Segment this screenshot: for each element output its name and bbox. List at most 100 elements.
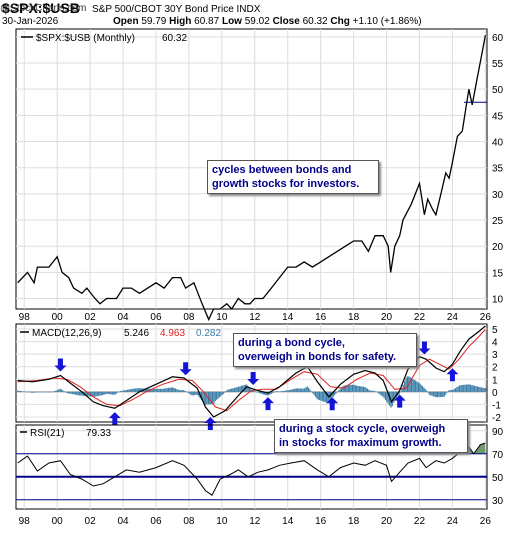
- macd-y-tick-label: 5: [492, 325, 498, 336]
- chg-value: +1.10 (+1.86%): [352, 16, 422, 27]
- macd-histogram-bar: [346, 385, 348, 392]
- macd-histogram-bar: [446, 391, 448, 393]
- macd-histogram-bar: [327, 391, 329, 404]
- macd-histogram-bar: [188, 391, 190, 394]
- macd-histogram-bar: [222, 391, 225, 394]
- macd-histogram-bar: [257, 391, 259, 393]
- macd-histogram-bar: [23, 391, 26, 393]
- low-value: 59.02: [244, 16, 270, 27]
- macd-histogram-bar: [334, 391, 336, 396]
- macd-histogram-bar: [339, 388, 341, 392]
- macd-histogram-bar: [60, 389, 63, 392]
- macd-y-tick-label: -2: [492, 413, 501, 424]
- macd-histogram-bar: [26, 391, 28, 393]
- close-label: Close: [272, 16, 300, 27]
- ohlc-quote: Open 59.79 High 60.87 Low 59.02 Close 60…: [113, 16, 422, 27]
- price-x-tick-label: 98: [19, 312, 31, 323]
- macd-histogram-bar: [475, 386, 477, 392]
- price-y-tick-label: 40: [492, 138, 504, 149]
- rsi-x-tick-label: 22: [414, 516, 426, 527]
- rsi-y-ticks: 30 50 70 90: [492, 427, 504, 507]
- price-y-tick-label: 60: [492, 33, 504, 44]
- macd-histogram-bar: [354, 385, 356, 392]
- stock-cycle-arrows: [108, 368, 459, 430]
- macd-histogram-bar: [269, 391, 271, 395]
- rsi-x-ticks: 98 00 02 04 06 08 10 12 14 16 18 20 22 24 26: [19, 516, 492, 527]
- macd-histogram-bar: [313, 391, 315, 395]
- macd-y-ticks: -2 -10 12 34 5: [492, 325, 501, 424]
- macd-histogram-bar: [242, 385, 244, 392]
- rsi-x-tick-label: 10: [216, 516, 228, 527]
- macd-histogram-bar: [103, 391, 105, 395]
- macd-histogram-bar: [231, 388, 233, 392]
- macd-histogram-bar: [371, 390, 373, 392]
- macd-histogram-bar: [405, 377, 407, 392]
- macd-histogram-bar: [292, 389, 295, 392]
- macd-histogram-bar: [117, 391, 119, 393]
- macd-histogram-bar: [349, 384, 351, 392]
- macd-histogram-bar: [426, 390, 428, 392]
- macd-histogram-bar: [472, 385, 474, 392]
- macd-histogram-bar: [150, 388, 152, 392]
- macd-histogram-bar: [301, 388, 303, 392]
- macd-histogram-bar: [347, 385, 349, 392]
- macd-histogram-bar: [431, 391, 433, 396]
- annotation-stock-cycle-line-2: in stocks for maximum growth.: [279, 437, 442, 449]
- rsi-x-tick-label: 08: [183, 516, 195, 527]
- macd-histogram-bar: [356, 385, 358, 392]
- macd-histogram-bar: [209, 391, 211, 405]
- annotation-bond-cycle-line-1: during a bond cycle,: [238, 337, 345, 349]
- macd-histogram-bar: [338, 390, 340, 392]
- macd-histogram-bar: [424, 388, 426, 392]
- macd-histogram-bar: [132, 388, 134, 392]
- macd-histogram-bar: [361, 386, 363, 392]
- down-arrow-icon: [54, 358, 67, 372]
- macd-histogram-bar: [184, 390, 186, 392]
- macd-histogram-bar: [441, 391, 443, 397]
- macd-histogram-bar: [200, 391, 203, 401]
- macd-histogram-bar: [224, 391, 226, 393]
- macd-histogram-bar: [139, 388, 141, 392]
- macd-histogram-bar: [458, 385, 461, 392]
- macd-histogram-bar: [281, 391, 284, 392]
- close-value: 60.32: [302, 16, 328, 27]
- macd-histogram-bar: [52, 391, 54, 393]
- macd-histogram-bar: [106, 391, 108, 394]
- macd-histogram-bar: [423, 387, 425, 392]
- price-x-tick-label: 24: [447, 312, 459, 323]
- macd-histogram-bar: [474, 385, 476, 392]
- macd-histogram-bar: [36, 391, 38, 393]
- macd-histogram-bar: [176, 389, 178, 392]
- macd-histogram-bar: [159, 388, 161, 392]
- macd-histogram-bar: [312, 391, 314, 394]
- price-y-tick-label: 35: [492, 164, 504, 175]
- macd-histogram-bar: [81, 391, 83, 396]
- price-line: [17, 35, 487, 322]
- price-x-tick-label: 22: [414, 312, 426, 323]
- macd-histogram-bar: [485, 388, 487, 392]
- macd-histogram-bar: [404, 381, 406, 392]
- macd-histogram-bar: [172, 387, 174, 392]
- macd-histogram-bar: [47, 391, 49, 393]
- macd-histogram-bar: [137, 388, 140, 392]
- macd-histogram-bar: [85, 391, 87, 397]
- macd-histogram-bar: [314, 391, 317, 397]
- macd-histogram-bar: [335, 391, 337, 394]
- macd-histogram-bar: [221, 391, 223, 396]
- macd-histogram-bar: [412, 378, 414, 392]
- macd-histogram-bar: [130, 388, 133, 392]
- macd-histogram-bar: [432, 391, 435, 397]
- macd-histogram-bar: [111, 391, 113, 395]
- macd-histogram-bar: [369, 390, 371, 392]
- macd-histogram-bar: [382, 391, 384, 397]
- macd-histogram-bar: [294, 388, 296, 392]
- price-x-tick-label: 10: [216, 312, 228, 323]
- price-y-tick-label: 15: [492, 268, 504, 279]
- rsi-y-tick-label: 70: [492, 450, 504, 461]
- macd-histogram-bar: [54, 391, 56, 392]
- macd-histogram-bar: [365, 387, 367, 392]
- macd-histogram-bar: [413, 379, 415, 392]
- rsi-x-tick-label: 20: [381, 516, 393, 527]
- macd-histogram-bar: [56, 389, 59, 392]
- macd-histogram-bar: [71, 391, 74, 395]
